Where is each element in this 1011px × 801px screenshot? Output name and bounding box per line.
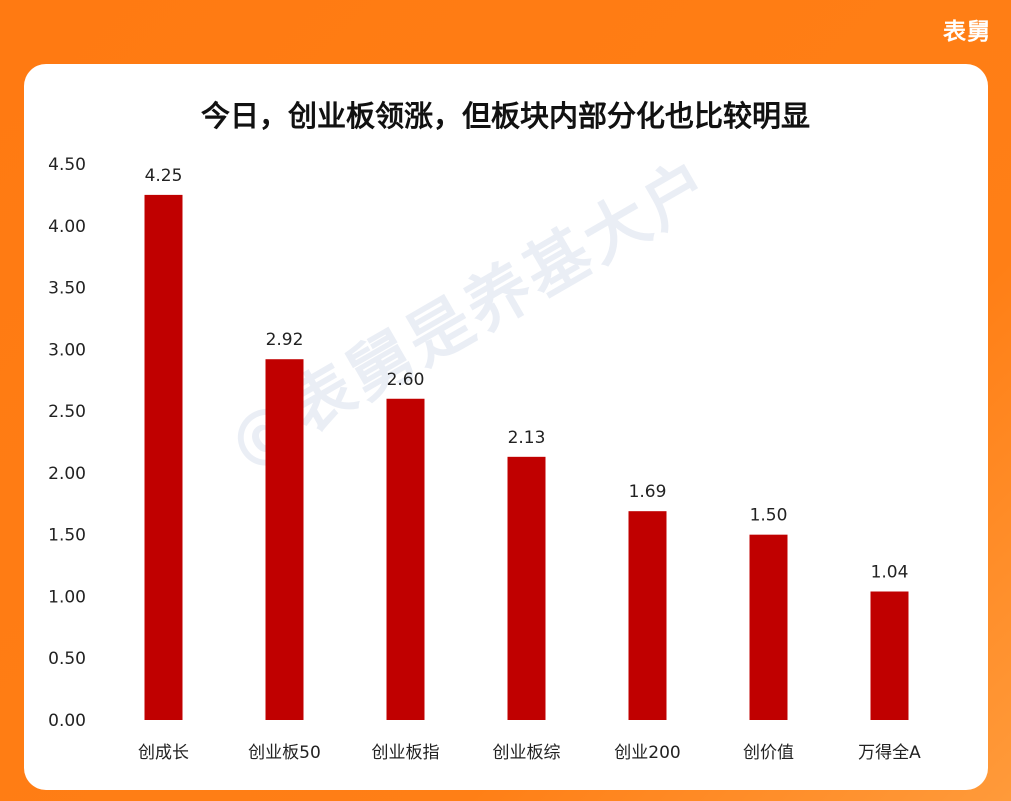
- bar-value-label: 2.60: [387, 370, 425, 390]
- category-label: 创价值: [743, 743, 794, 763]
- y-tick-label: 1.00: [48, 587, 86, 607]
- bar: [265, 359, 304, 720]
- bar-value-label: 1.04: [871, 563, 909, 583]
- y-tick-label: 3.50: [48, 279, 86, 299]
- bar: [628, 511, 667, 720]
- y-tick-label: 1.50: [48, 526, 86, 546]
- bar-value-label: 2.92: [266, 330, 304, 350]
- bar-value-label: 2.13: [508, 428, 546, 448]
- bar-value-label: 4.25: [145, 166, 183, 186]
- category-label: 创业板指: [372, 743, 440, 763]
- bar: [144, 194, 183, 720]
- category-label: 创成长: [138, 743, 189, 763]
- category-label: 创业板综: [493, 743, 561, 763]
- chart-card: [24, 64, 988, 790]
- bar: [870, 591, 909, 720]
- bar: [507, 456, 546, 720]
- bar: [749, 534, 788, 720]
- y-tick-label: 0.50: [48, 649, 86, 669]
- brand-logo: 表舅: [943, 19, 991, 45]
- bar: [386, 398, 425, 720]
- y-tick-label: 4.00: [48, 217, 86, 237]
- y-tick-label: 0.00: [48, 711, 86, 731]
- bar-value-label: 1.50: [750, 506, 788, 526]
- y-tick-label: 3.00: [48, 340, 86, 360]
- y-tick-label: 2.00: [48, 464, 86, 484]
- category-label: 万得全A: [858, 743, 921, 763]
- chart-title: 今日，创业板领涨，但板块内部分化也比较明显: [200, 99, 810, 133]
- y-tick-label: 4.50: [48, 155, 86, 175]
- bar-value-label: 1.69: [629, 482, 667, 502]
- category-label: 创业板50: [248, 743, 321, 763]
- y-tick-label: 2.50: [48, 402, 86, 422]
- category-label: 创业200: [614, 743, 680, 763]
